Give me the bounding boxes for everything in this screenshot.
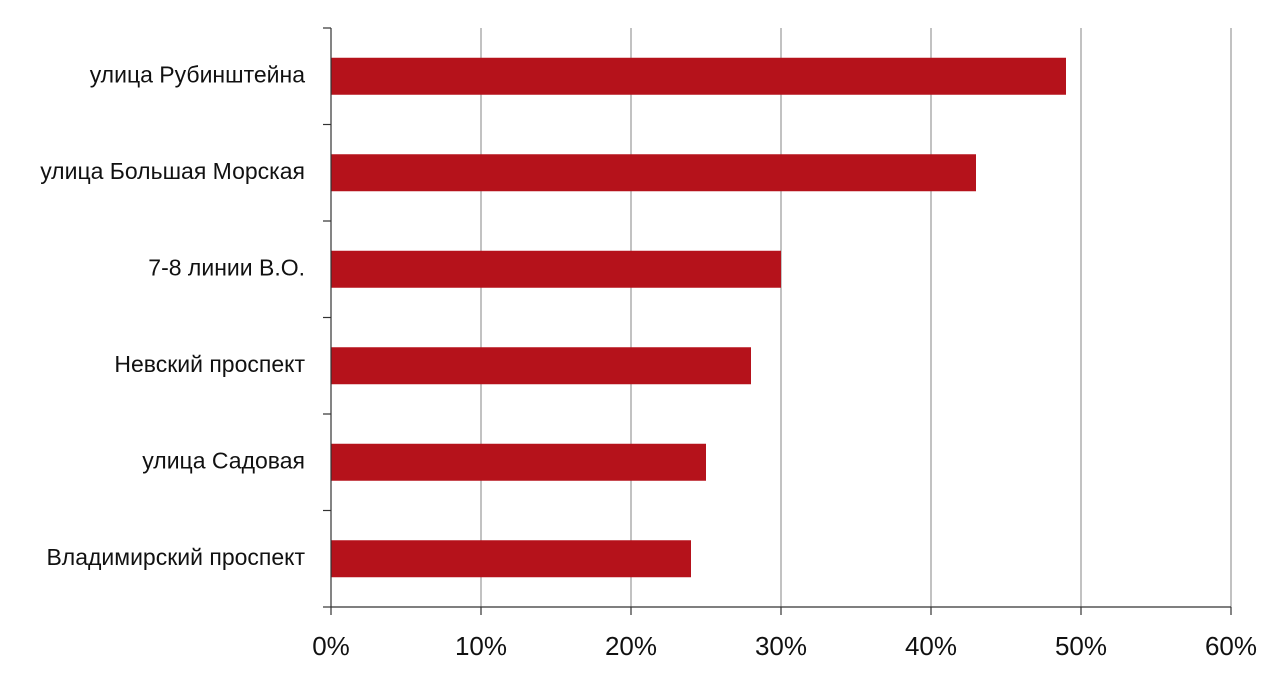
x-tick-label: 30% [755, 631, 807, 661]
x-tick-label: 0% [312, 631, 350, 661]
bar [331, 154, 976, 192]
y-tick-label: улица Рубинштейна [90, 61, 306, 87]
x-tick-label: 50% [1055, 631, 1107, 661]
bar [331, 57, 1066, 95]
y-tick-label: улица Садовая [142, 447, 305, 473]
y-tick-label: улица Большая Морская [40, 158, 305, 184]
x-tick-label: 40% [905, 631, 957, 661]
y-tick-label: Владимирский проспект [46, 544, 305, 570]
y-tick-label: Невский проспект [114, 351, 305, 377]
bar [331, 347, 751, 385]
bar [331, 540, 691, 578]
bar [331, 250, 781, 288]
x-tick-label: 60% [1205, 631, 1257, 661]
x-tick-label: 20% [605, 631, 657, 661]
x-tick-label: 10% [455, 631, 507, 661]
y-tick-label: 7-8 линии В.О. [148, 254, 305, 280]
bar [331, 443, 706, 481]
